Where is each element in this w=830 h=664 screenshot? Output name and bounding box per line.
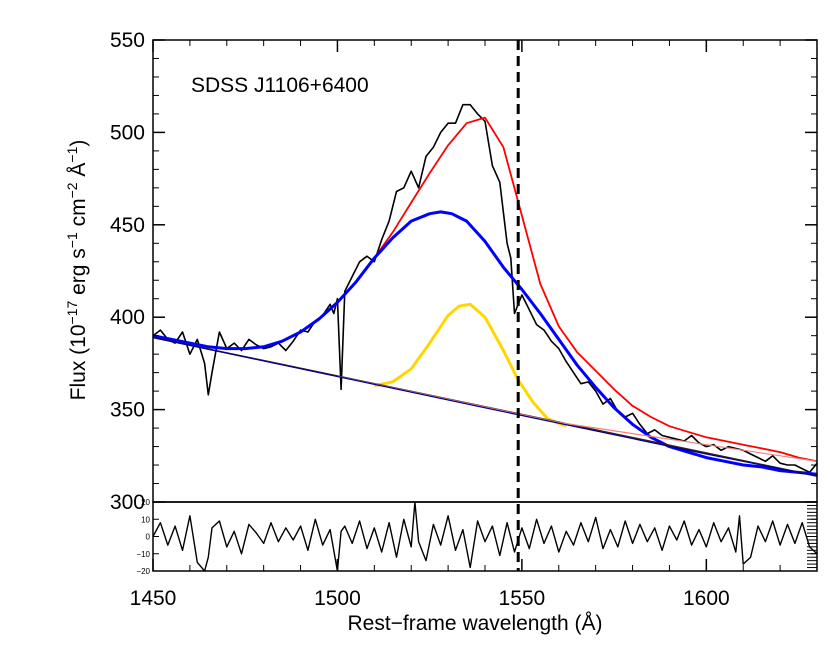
series-residuals [153,502,817,571]
x-tick-label: 1500 [314,587,361,610]
y-axis-title: Flux (10−17 erg s−1 cm−2 Å−1) [64,140,90,401]
resid-y-tick-label: 10 [141,515,150,524]
resid-y-tick-label: 20 [141,498,150,507]
y-axis-title-part: ) [67,140,90,147]
y-axis-title-part: cm [67,198,90,232]
residual-plot-frame [152,501,818,572]
y-axis-title-sup: −1 [64,146,80,162]
residual-panel: −20 −10 0 10 20 [136,498,818,576]
y-axis-title-part: Flux (10 [67,325,90,401]
resid-y-tick-label: −10 [136,550,150,559]
y-tick-label: 300 [110,491,145,514]
series-narrow-gaussian [374,302,567,428]
y-axis-title-sup: −17 [64,301,80,325]
y-axis-title-sup: −2 [64,182,80,198]
series-continuum-lower [153,336,817,477]
resid-y-tick-label: −20 [136,567,150,576]
x-tick-label: 1600 [683,587,730,610]
y-tick-label: 400 [110,306,145,329]
y-tick-label: 550 [110,29,145,52]
y-axis-title-part: erg s [67,248,90,301]
y-tick-label: 350 [110,399,145,422]
object-name-annotation: SDSS J1106+6400 [191,74,369,97]
y-axis-title-sup: −1 [64,232,80,248]
main-panel: 300 350 400 450 500 550 1450 1500 1550 1600 SDSS … [110,29,818,610]
x-axis-title: Rest−frame wavelength (Å) [347,612,602,635]
x-tick-label: 1550 [499,587,546,610]
y-axis-title-part: Å [67,163,90,183]
series-broad-gaussian [153,210,817,476]
y-tick-label: 450 [110,214,145,237]
x-tick-label: 1450 [130,587,177,610]
y-tick-label: 500 [110,121,145,144]
main-plot-frame [152,39,818,503]
series-spectrum [153,103,817,474]
resid-y-tick-label: 0 [146,533,151,542]
series-continuum-upper [337,375,817,462]
series-total-fit [153,116,817,463]
